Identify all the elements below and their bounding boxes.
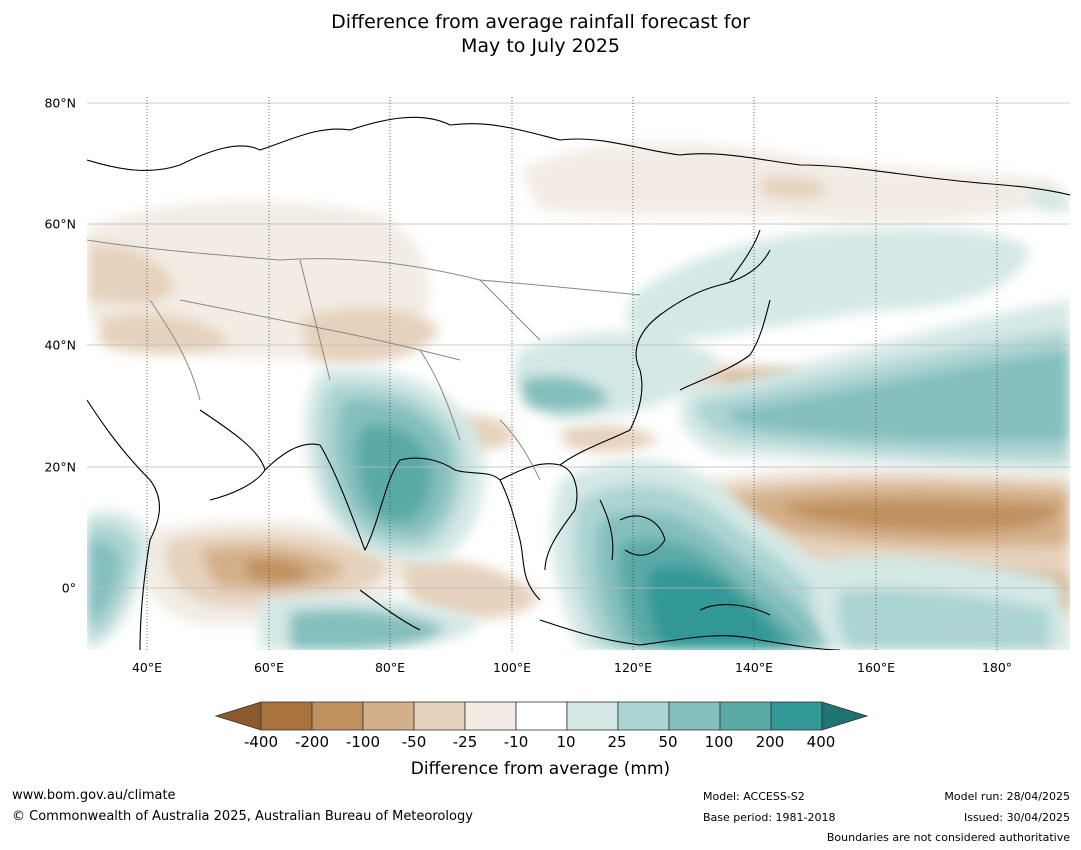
lat-label: 0° [61, 580, 76, 596]
colorbar-swatch [617, 701, 670, 731]
colorbar-label: -25 [452, 733, 478, 751]
colorbar-label: 200 [755, 733, 785, 751]
disclaimer-text: Boundaries are not considered authoritat… [826, 831, 1070, 844]
chart-title-line2: May to July 2025 [461, 35, 620, 57]
colorbar-label: 10 [556, 733, 576, 751]
lon-label: 160°E [856, 660, 896, 675]
coastlines [87, 116, 1070, 650]
colorbar-swatch [464, 701, 517, 731]
lat-label: 80°N [44, 95, 76, 111]
colorbar-label: -100 [345, 733, 381, 751]
lat-label: 40°N [44, 337, 76, 353]
colorbar-swatch [311, 701, 364, 731]
colorbar-swatch [668, 701, 721, 731]
colorbar-swatch [260, 701, 313, 731]
lon-label: 140°E [734, 660, 774, 675]
colorbar-arrow-low [214, 701, 262, 731]
lon-label: 180° [981, 660, 1013, 675]
colorbar-label: -50 [401, 733, 427, 751]
colorbar-label: 50 [658, 733, 678, 751]
colorbar-label: 25 [607, 733, 627, 751]
colorbar-swatch [566, 701, 619, 731]
lon-label: 40°E [131, 660, 163, 675]
model-run-text: Model run: 28/04/2025 [944, 790, 1070, 803]
map-area [87, 97, 1070, 650]
colorbar-swatch [515, 701, 568, 731]
colorbar-swatch [770, 701, 823, 731]
graticule [87, 97, 1070, 650]
colorbar-arrow-high [821, 701, 869, 731]
colorbar-swatch [719, 701, 772, 731]
colorbar-label: -10 [503, 733, 529, 751]
rainfall-map [87, 97, 1070, 650]
lon-label: 100°E [492, 660, 532, 675]
lat-label: 20°N [44, 459, 76, 475]
colorbar-label: 400 [806, 733, 836, 751]
colorbar-swatches [214, 701, 869, 731]
colorbar-label: 100 [704, 733, 734, 751]
colorbar-label: -400 [243, 733, 279, 751]
chart-title-line1: Difference from average rainfall forecas… [331, 11, 750, 33]
model-text: Model: ACCESS-S2 [703, 790, 805, 803]
colorbar-swatch [413, 701, 466, 731]
wetter-anomaly-regions [87, 188, 1070, 650]
copyright-text: © Commonwealth of Australia 2025, Austra… [12, 809, 473, 824]
lat-label: 60°N [44, 216, 76, 232]
colorbar-label: -200 [294, 733, 330, 751]
country-borders [87, 239, 641, 481]
drier-anomaly-regions [87, 142, 1070, 650]
lon-label: 60°E [253, 660, 285, 675]
website-link[interactable]: www.bom.gov.au/climate [12, 788, 176, 803]
colorbar-title: Difference from average (mm) [410, 759, 671, 779]
issued-text: Issued: 30/04/2025 [963, 811, 1070, 824]
lon-label: 120°E [613, 660, 653, 675]
base-period-text: Base period: 1981-2018 [703, 811, 836, 824]
colorbar-swatch [362, 701, 415, 731]
lon-label: 80°E [374, 660, 406, 675]
